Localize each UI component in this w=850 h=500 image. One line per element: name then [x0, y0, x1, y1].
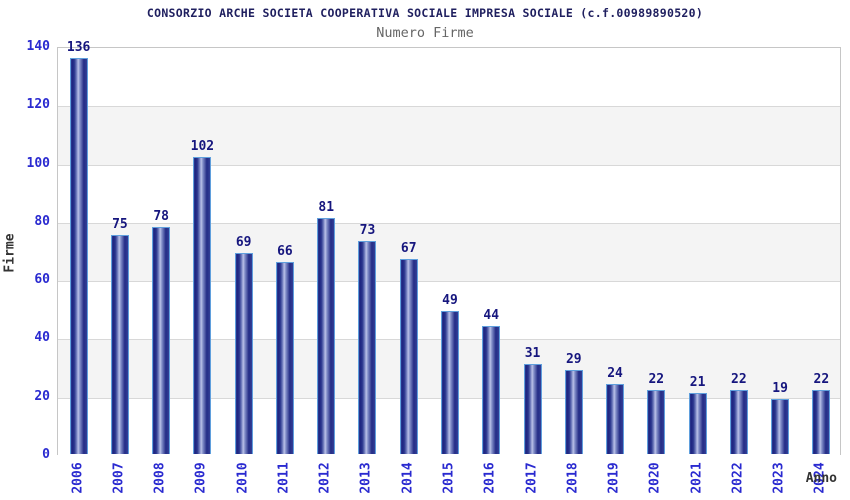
- y-tick-label: 80: [34, 213, 50, 229]
- gridline: [58, 164, 840, 166]
- bar-2023: [771, 398, 790, 454]
- bar-2007: [110, 235, 129, 454]
- bar-2016: [482, 325, 501, 454]
- x-tick-label: 2012: [317, 462, 333, 494]
- background-band: [58, 164, 840, 223]
- y-tick-label: 20: [34, 388, 50, 404]
- bar-2014: [399, 258, 418, 454]
- background-band: [58, 222, 840, 282]
- x-tick-label: 2009: [193, 462, 209, 494]
- x-tick-label: 2019: [606, 462, 622, 494]
- x-tick-label: 2014: [400, 462, 416, 494]
- bar-2011: [275, 261, 294, 454]
- x-tick-label: 2020: [647, 462, 663, 494]
- bar-2012: [317, 217, 336, 454]
- bar-2013: [358, 241, 377, 454]
- bar-value-label: 81: [318, 199, 335, 215]
- bar-2006: [69, 57, 88, 454]
- x-tick-label: 2013: [358, 462, 374, 494]
- bar-value-label: 69: [235, 234, 252, 250]
- x-tick-label: 2015: [441, 462, 457, 494]
- bar-value-label: 19: [772, 380, 788, 396]
- bar-value-label: 44: [483, 307, 500, 323]
- bar-2009: [193, 156, 212, 454]
- bar-2008: [152, 226, 171, 454]
- bar-value-label: 102: [190, 138, 215, 154]
- bar-value-label: 22: [813, 371, 830, 387]
- bar-value-label: 78: [153, 208, 169, 224]
- x-tick-label: 2023: [771, 462, 787, 494]
- bar-2015: [441, 311, 459, 454]
- gridline: [58, 106, 840, 108]
- bar-value-label: 49: [442, 293, 458, 309]
- y-tick-label: 140: [26, 39, 50, 54]
- bar-value-label: 75: [112, 217, 128, 233]
- y-tick-label: 100: [26, 155, 50, 171]
- y-tick-label: 40: [34, 330, 50, 346]
- bar-value-label: 67: [400, 240, 417, 256]
- bar-2018: [564, 369, 583, 454]
- y-tick-label: 60: [34, 272, 50, 288]
- bar-2020: [647, 389, 666, 454]
- x-tick-label: 2017: [524, 462, 540, 494]
- gridline: [58, 222, 840, 224]
- bar-2024: [812, 389, 831, 454]
- bar-2017: [523, 363, 542, 454]
- bar-2021: [688, 392, 707, 454]
- y-axis-title: Firme: [2, 233, 18, 273]
- background-band: [58, 106, 840, 165]
- bar-value-label: 22: [648, 371, 665, 387]
- gridline: [58, 281, 840, 283]
- background-band: [58, 48, 840, 107]
- bar-value-label: 73: [359, 223, 376, 239]
- bar-value-label: 22: [731, 371, 747, 387]
- bar-2019: [606, 384, 625, 454]
- x-tick-label: 2008: [152, 462, 168, 494]
- plot-area: 136 75 78 102 69 66 81 73 67 49 44 31 29 24 22 21 22 19 22: [57, 40, 841, 456]
- y-tick-label: 120: [26, 97, 50, 113]
- x-tick-label: 2021: [689, 462, 705, 494]
- chart-subtitle: Numero Firme: [376, 25, 474, 41]
- x-tick-label: 2011: [276, 462, 292, 494]
- bar-value-label: 136: [66, 39, 91, 55]
- x-tick-label: 2007: [111, 462, 127, 494]
- bar-2022: [729, 389, 748, 454]
- y-tick-label: 0: [42, 447, 50, 462]
- x-tick-label: 2010: [235, 462, 251, 494]
- bar-value-label: 21: [689, 374, 706, 390]
- x-tick-label: 2022: [730, 462, 746, 494]
- bar-value-label: 24: [607, 366, 623, 382]
- x-tick-label: 2018: [565, 462, 581, 494]
- bar-value-label: 29: [565, 351, 582, 367]
- chart-title: CONSORZIO ARCHE SOCIETA COOPERATIVA SOCI…: [146, 6, 704, 20]
- bar-value-label: 66: [277, 243, 293, 259]
- bar-2010: [234, 252, 253, 454]
- bar-value-label: 31: [524, 345, 541, 361]
- x-tick-label: 2016: [482, 462, 498, 494]
- x-axis-title: Anno: [805, 471, 837, 486]
- x-tick-label: 2006: [70, 462, 86, 494]
